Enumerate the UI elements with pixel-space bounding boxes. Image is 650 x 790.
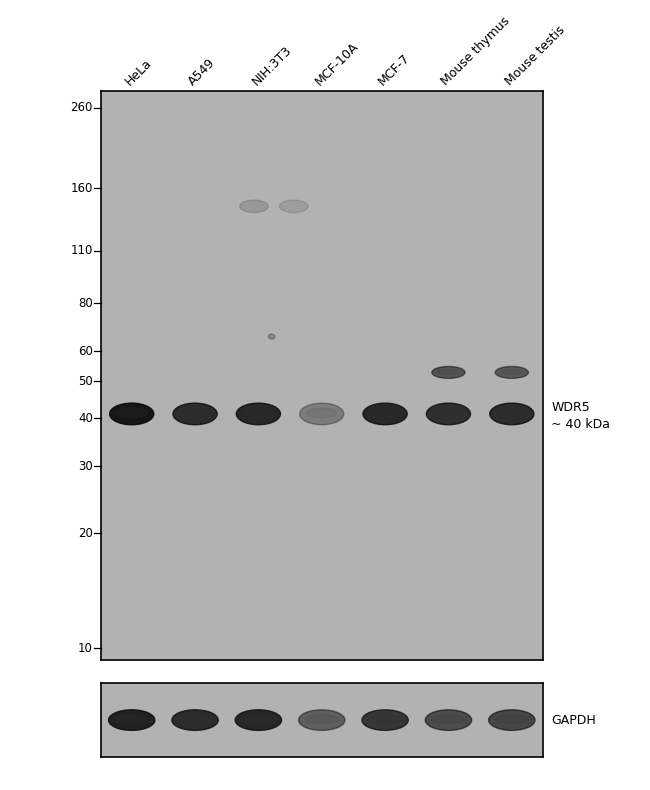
- Text: Mouse testis: Mouse testis: [502, 24, 567, 88]
- Ellipse shape: [500, 369, 523, 374]
- Text: 20: 20: [78, 527, 93, 540]
- Ellipse shape: [363, 403, 407, 425]
- Text: 50: 50: [78, 374, 93, 388]
- Ellipse shape: [432, 367, 465, 378]
- Ellipse shape: [437, 369, 460, 374]
- Ellipse shape: [300, 403, 344, 425]
- Ellipse shape: [306, 408, 337, 418]
- Ellipse shape: [495, 367, 528, 378]
- Ellipse shape: [237, 403, 281, 425]
- Text: HeLa: HeLa: [122, 57, 154, 88]
- Ellipse shape: [497, 408, 527, 418]
- Ellipse shape: [370, 408, 400, 418]
- Text: 60: 60: [78, 344, 93, 358]
- Ellipse shape: [116, 408, 147, 418]
- Ellipse shape: [173, 403, 217, 425]
- Ellipse shape: [268, 334, 275, 339]
- Ellipse shape: [362, 709, 408, 731]
- Ellipse shape: [172, 709, 218, 731]
- Ellipse shape: [114, 715, 149, 723]
- Ellipse shape: [240, 200, 268, 213]
- Ellipse shape: [298, 709, 345, 731]
- Text: 110: 110: [71, 244, 93, 257]
- Text: A549: A549: [186, 56, 218, 88]
- Text: 260: 260: [71, 101, 93, 115]
- Text: WDR5: WDR5: [551, 401, 590, 414]
- Text: Mouse thymus: Mouse thymus: [439, 15, 513, 88]
- Ellipse shape: [109, 709, 155, 731]
- Ellipse shape: [426, 403, 471, 425]
- Text: 10: 10: [78, 641, 93, 655]
- Ellipse shape: [235, 709, 281, 731]
- Ellipse shape: [177, 715, 213, 723]
- Text: NIH:3T3: NIH:3T3: [249, 43, 294, 88]
- Text: MCF-7: MCF-7: [376, 51, 413, 88]
- Ellipse shape: [179, 408, 211, 418]
- Ellipse shape: [110, 403, 154, 425]
- Ellipse shape: [280, 200, 308, 213]
- Ellipse shape: [425, 709, 472, 731]
- Text: MCF-10A: MCF-10A: [313, 40, 361, 88]
- Ellipse shape: [489, 709, 535, 731]
- Ellipse shape: [304, 715, 339, 723]
- Text: 160: 160: [71, 182, 93, 195]
- Text: GAPDH: GAPDH: [551, 713, 596, 727]
- Ellipse shape: [241, 715, 276, 723]
- Ellipse shape: [433, 408, 464, 418]
- Ellipse shape: [495, 715, 529, 723]
- Text: 40: 40: [78, 412, 93, 425]
- Text: 30: 30: [78, 460, 93, 472]
- Text: 80: 80: [78, 297, 93, 310]
- Ellipse shape: [431, 715, 466, 723]
- Ellipse shape: [243, 408, 274, 418]
- Ellipse shape: [489, 403, 534, 425]
- Text: ~ 40 kDa: ~ 40 kDa: [551, 419, 610, 431]
- Ellipse shape: [368, 715, 402, 723]
